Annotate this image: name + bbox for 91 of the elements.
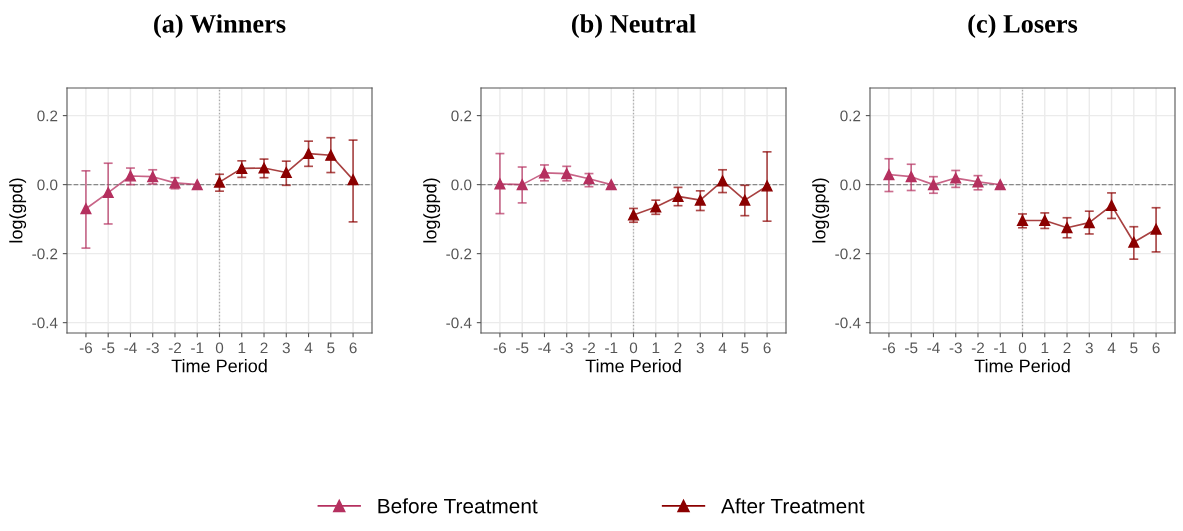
x-axis-title: Time Period [974, 359, 1070, 373]
x-tick-label: -3 [949, 342, 962, 354]
point [1105, 199, 1118, 211]
point [494, 178, 506, 190]
x-tick-label: -5 [905, 342, 918, 354]
y-tick-label: -0.2 [835, 248, 861, 260]
x-tick-label: -1 [994, 342, 1007, 354]
y-tick-label: -0.4 [446, 317, 472, 329]
point [80, 203, 92, 215]
point [516, 179, 528, 191]
point [672, 190, 684, 202]
point [739, 194, 751, 206]
x-tick-label: -4 [124, 342, 137, 354]
x-tick-label: 6 [349, 342, 357, 354]
x-tick-label: -3 [560, 342, 573, 354]
x-tick-label: -3 [146, 342, 159, 354]
point [191, 179, 203, 191]
x-tick-label: 2 [260, 342, 268, 354]
x-tick-label: 5 [327, 342, 335, 354]
x-tick-label: 6 [763, 342, 771, 354]
point [347, 174, 359, 186]
point [716, 175, 729, 187]
point [1083, 217, 1095, 229]
x-tick-label: -6 [493, 342, 507, 354]
y-tick-label: -0.2 [446, 248, 472, 260]
y-axis-title: log(gpd) [9, 178, 27, 243]
x-tick-label: 5 [1130, 342, 1138, 354]
x-axis-title: Time Period [585, 359, 681, 373]
x-tick-label: -2 [168, 342, 181, 354]
x-tick-label: 4 [304, 342, 313, 354]
point [236, 162, 248, 174]
point [761, 180, 773, 192]
x-tick-label: -5 [516, 342, 529, 354]
x-tick-label: -1 [191, 342, 204, 354]
y-axis-title: log(gpd) [812, 178, 830, 243]
x-tick-label: 1 [652, 342, 660, 354]
x-tick-label: -2 [582, 342, 595, 354]
point [124, 170, 137, 182]
x-tick-label: -5 [102, 342, 115, 354]
x-tick-label: -6 [882, 342, 896, 354]
x-tick-label: 3 [696, 342, 704, 354]
chart-title: (c) Losers [968, 14, 1078, 39]
x-tick-label: 6 [1152, 342, 1160, 354]
x-tick-label: 2 [1063, 342, 1071, 354]
y-tick-label: 0.0 [451, 179, 472, 191]
legend-label: After Treatment [721, 498, 865, 514]
point [1128, 236, 1140, 248]
chart-title: (a) Winners [154, 14, 286, 39]
x-tick-label: 0 [215, 342, 224, 354]
x-tick-label: 2 [674, 342, 682, 354]
point [927, 179, 940, 191]
y-tick-label: 0.0 [37, 179, 58, 191]
chart-title: (b) Neutral [572, 14, 696, 39]
x-tick-label: -4 [927, 342, 940, 354]
point [102, 187, 114, 199]
x-tick-label: -6 [79, 342, 93, 354]
y-tick-label: 0.0 [840, 179, 861, 191]
x-tick-label: 0 [629, 342, 638, 354]
y-tick-label: 0.2 [840, 110, 861, 122]
y-tick-label: 0.2 [451, 110, 472, 122]
point [325, 149, 337, 161]
point [950, 172, 962, 184]
point [883, 169, 895, 181]
x-tick-label: 1 [238, 342, 246, 354]
x-tick-label: 4 [718, 342, 727, 354]
x-tick-label: -1 [605, 342, 618, 354]
x-tick-label: 5 [741, 342, 749, 354]
point [994, 179, 1006, 191]
x-tick-label: 3 [282, 342, 290, 354]
point [905, 171, 917, 183]
x-axis-title: Time Period [171, 359, 267, 373]
x-tick-label: 1 [1041, 342, 1049, 354]
point [258, 162, 270, 174]
x-tick-label: -4 [538, 342, 551, 354]
point [605, 179, 617, 191]
x-tick-label: -2 [971, 342, 984, 354]
point [1150, 223, 1162, 235]
y-tick-label: -0.2 [32, 248, 58, 260]
legend-label: Before Treatment [378, 498, 538, 514]
point [694, 194, 706, 206]
x-tick-label: 3 [1085, 342, 1093, 354]
point [213, 176, 226, 188]
y-tick-label: 0.2 [37, 110, 58, 122]
y-tick-label: -0.4 [835, 317, 861, 329]
point [302, 148, 315, 160]
y-tick-label: -0.4 [32, 317, 58, 329]
y-axis-title: log(gpd) [423, 178, 441, 243]
x-tick-label: 4 [1107, 342, 1116, 354]
x-tick-label: 0 [1018, 342, 1027, 354]
point [280, 166, 292, 179]
point [1061, 222, 1073, 234]
